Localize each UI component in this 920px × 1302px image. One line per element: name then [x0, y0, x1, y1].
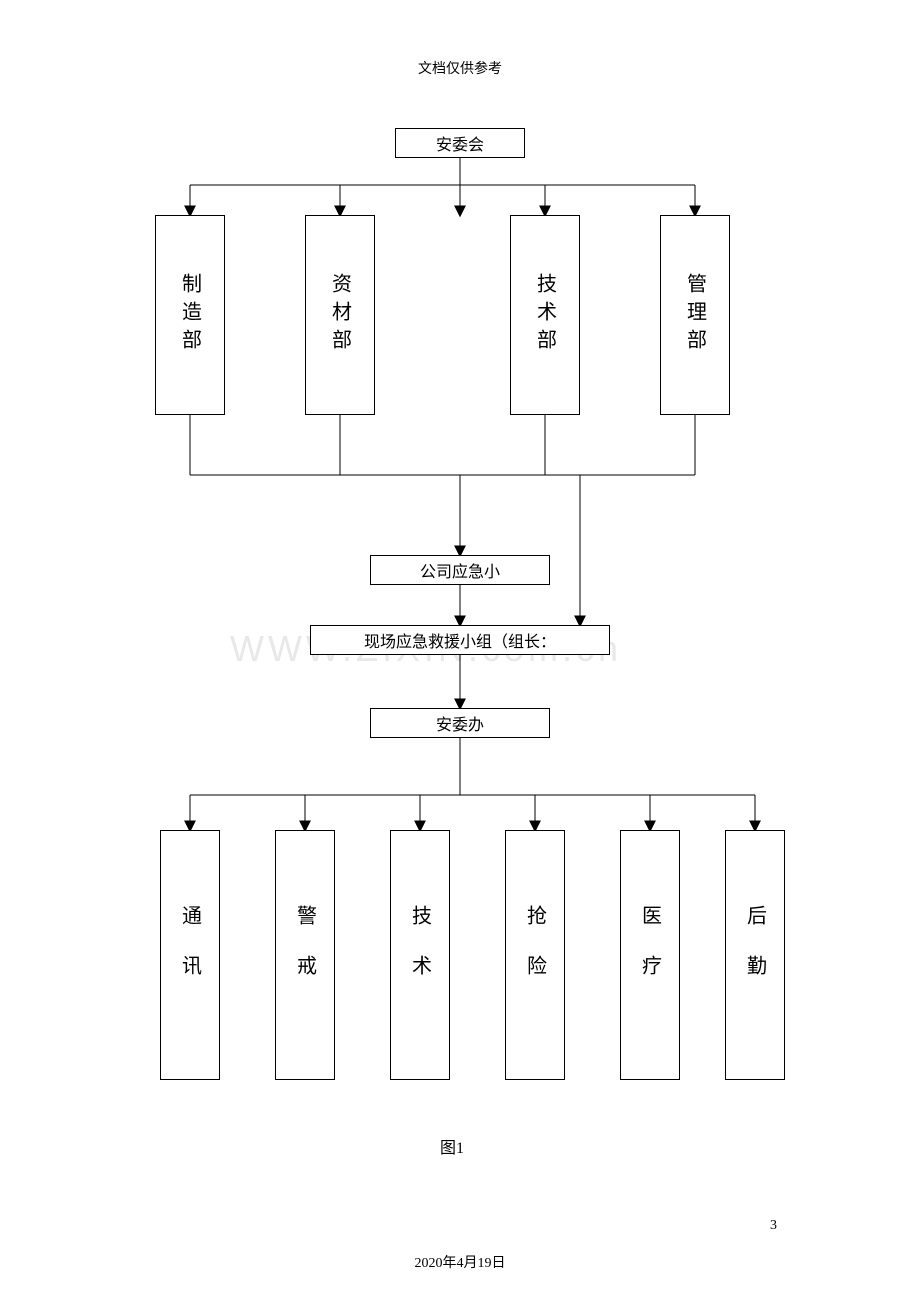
node-team3: 技术: [390, 830, 450, 1080]
node-team1: 通讯: [160, 830, 220, 1080]
node-group2: 现场应急救援小组（组长：: [310, 625, 610, 655]
node-team6: 后勤: [725, 830, 785, 1080]
node-dept1: 制造部: [155, 215, 225, 415]
node-dept3: 技术部: [510, 215, 580, 415]
node-team2: 警戒: [275, 830, 335, 1080]
node-team5: 医疗: [620, 830, 680, 1080]
node-dept4: 管理部: [660, 215, 730, 415]
node-group3: 安委办: [370, 708, 550, 738]
node-group1: 公司应急小: [370, 555, 550, 585]
node-team4: 抢险: [505, 830, 565, 1080]
node-dept2: 资材部: [305, 215, 375, 415]
node-top: 安委会: [395, 128, 525, 158]
